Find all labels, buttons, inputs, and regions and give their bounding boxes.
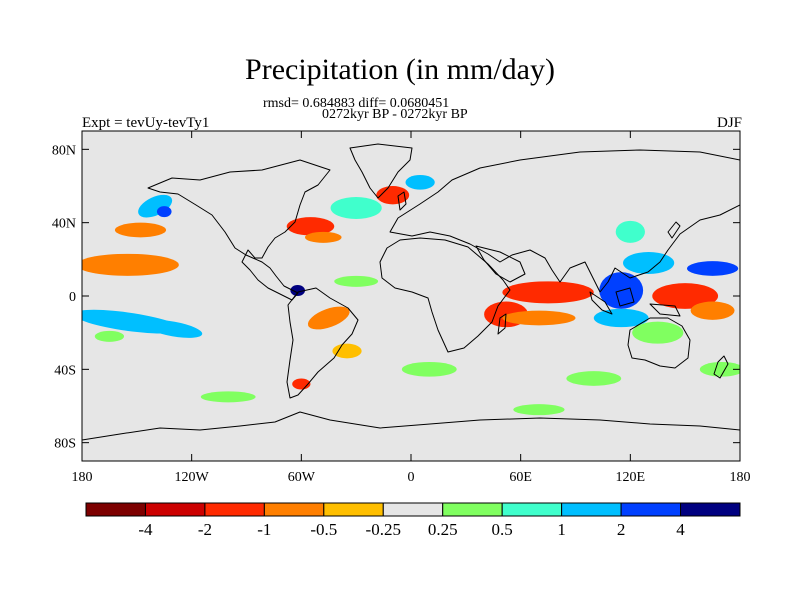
colorbar-swatch [680, 502, 741, 517]
colorbar-label: 4 [676, 520, 685, 539]
colorbar-swatch [85, 502, 146, 517]
coast-madagascar [497, 313, 507, 335]
lat-tick-label: 80S [54, 437, 76, 452]
lat-tick-label: 0 [69, 290, 76, 305]
colorbar-swatch [263, 502, 325, 517]
lon-tick-label: 0 [408, 470, 415, 485]
coast-north-america [147, 159, 331, 301]
lon-tick-label: 60W [288, 470, 316, 485]
coast-borneo [615, 287, 635, 307]
colorbar-swatch [620, 502, 682, 517]
anomaly-blob [200, 391, 256, 403]
coast-new-zealand [713, 355, 729, 379]
colorbar-swatch [323, 502, 384, 517]
stats-line: rmsd= 0.684883 diff= 0.0680451 [263, 96, 450, 111]
anomaly-blob [652, 283, 719, 309]
anomaly-blob [566, 371, 622, 386]
anomaly-blob [401, 362, 457, 377]
chart-title: Precipitation (in mm/day) [245, 53, 555, 86]
anomaly-blob [502, 281, 594, 304]
coast-sumatra [589, 291, 613, 315]
colorbar-swatch [204, 502, 265, 517]
colorbar: -4 -2 -1 -0.5 -0.25 0.25 0.5 1 2 4 [85, 502, 741, 539]
anomaly-blob [94, 330, 125, 342]
colorbar-label: 1 [557, 520, 566, 539]
anomaly-blob [330, 197, 382, 219]
anomaly-blob [334, 275, 379, 287]
anomaly-blob [114, 222, 167, 238]
lat-tick-label: 40N [52, 217, 76, 232]
anomaly-blob [405, 175, 435, 190]
colorbar-label: 2 [617, 520, 626, 539]
anomaly-blob [82, 253, 179, 276]
colorbar-swatch [501, 502, 563, 517]
experiment-label: Expt = tevUy-tevTy1 [82, 115, 210, 131]
lon-tick-label: 120W [175, 470, 210, 485]
coast-africa [379, 237, 511, 353]
coast-british-isles [397, 191, 407, 211]
coastlines [82, 143, 740, 461]
season-label: DJF [716, 115, 742, 131]
colorbar-label: -0.5 [310, 520, 337, 539]
period-line: 0272kyr BP - 0272kyr BP [322, 107, 468, 122]
colorbar-swatch [442, 502, 503, 517]
anomaly-layer [82, 175, 740, 416]
lon-tick-label: 60E [509, 470, 532, 485]
map-axes: 80N 40N 0 40S 80S 180 120W 60W 0 60E 120E 180 [52, 131, 751, 485]
anomaly-blob [290, 285, 305, 296]
colorbar-label: 0.5 [492, 520, 513, 539]
anomaly-blob [699, 362, 740, 377]
coast-arabia [475, 245, 526, 283]
anomaly-blob [632, 321, 684, 344]
coast-australia [627, 317, 691, 369]
anomaly-blob [376, 186, 410, 205]
anomaly-blob [593, 308, 649, 328]
colorbar-label: -0.25 [366, 520, 401, 539]
coast-japan [667, 221, 681, 239]
anomaly-blob [144, 320, 203, 338]
lat-tick-label: 40S [54, 363, 76, 378]
anomaly-blob [332, 343, 362, 359]
colorbar-swatch [144, 502, 206, 517]
coast-eurasia [389, 149, 740, 293]
anomaly-blob [513, 404, 565, 416]
anomaly-blob [307, 306, 350, 330]
coast-south-america [286, 287, 359, 399]
colorbar-label: -4 [138, 520, 153, 539]
lat-tick-label: 80N [52, 143, 76, 158]
coast-greenland [349, 143, 413, 199]
coast-new-guinea [649, 303, 681, 317]
lon-tick-label: 180 [730, 470, 751, 485]
anomaly-blob [690, 301, 735, 320]
colorbar-label: -1 [257, 520, 271, 539]
anomaly-blob [304, 231, 342, 243]
lon-tick-label: 120E [616, 470, 646, 485]
lon-tick-label: 180 [72, 470, 93, 485]
anomaly-blob [502, 310, 576, 326]
colorbar-swatch [382, 502, 444, 517]
colorbar-label: -2 [198, 520, 212, 539]
coast-antarctica [82, 411, 740, 461]
anomaly-blob [286, 217, 335, 236]
anomaly-blob [615, 220, 645, 243]
anomaly-blob [623, 252, 675, 274]
anomaly-blob [686, 261, 739, 276]
anomaly-blob [156, 206, 172, 218]
colorbar-label: 0.25 [428, 520, 458, 539]
colorbar-swatch [561, 502, 622, 517]
